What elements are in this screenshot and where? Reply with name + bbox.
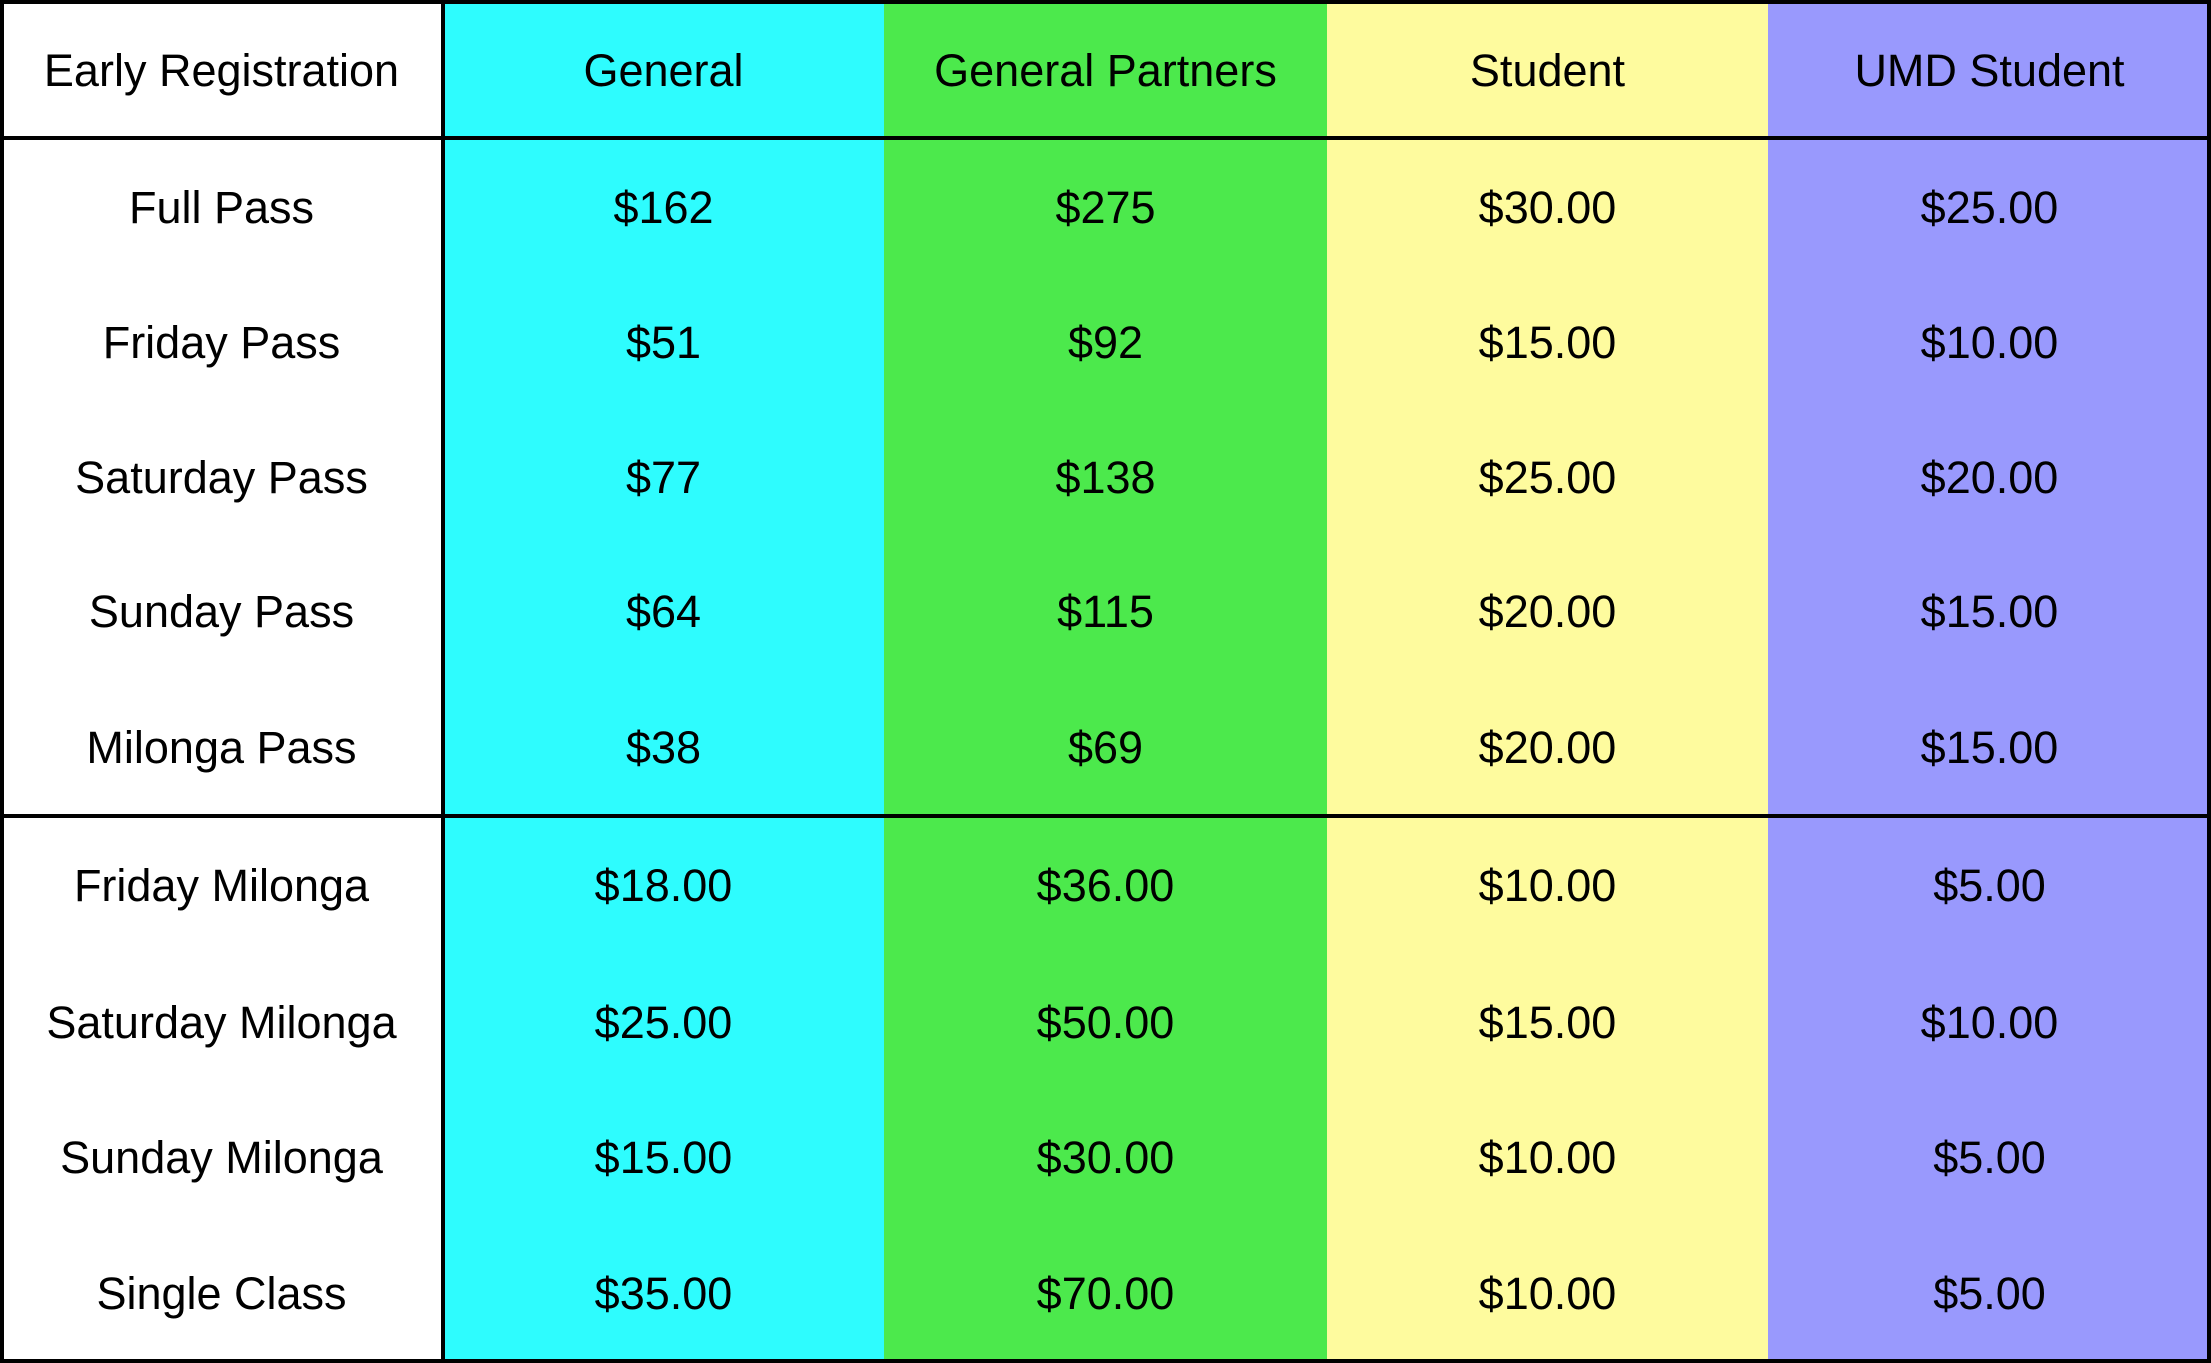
row-label: Full Pass — [128, 182, 315, 233]
column-student: Student $30.00 $15.00 $25.00 $20.00 $20.… — [1327, 0, 1768, 1363]
label-column: Early Registration Full Pass Friday Pass… — [0, 0, 443, 1363]
price-cell: $25.00 — [594, 996, 733, 1048]
row-label: Friday Milonga — [73, 859, 370, 911]
header-corner: Early Registration — [43, 44, 400, 96]
price-cell: $275 — [1055, 182, 1156, 233]
price-cell: $20.00 — [1478, 586, 1617, 637]
price-cell: $35.00 — [594, 1268, 733, 1319]
column-header: UMD Student — [1854, 44, 2125, 96]
column-header: General Partners — [934, 44, 1277, 96]
row-label: Saturday Pass — [75, 452, 368, 503]
price-cell: $15.00 — [1478, 996, 1617, 1048]
price-cell: $69 — [1067, 721, 1144, 773]
price-cell: $15.00 — [1478, 317, 1617, 368]
price-cell: $5.00 — [1933, 1268, 2046, 1319]
price-cell: $5.00 — [1933, 859, 2046, 911]
price-cell: $10.00 — [1920, 317, 2059, 368]
price-cell: $10.00 — [1478, 1268, 1617, 1319]
price-cell: $36.00 — [1036, 859, 1175, 911]
row-label: Sunday Milonga — [60, 1131, 383, 1183]
right-border — [2207, 0, 2211, 1363]
price-cell: $50.00 — [1036, 996, 1175, 1048]
column-header: Student — [1469, 44, 1626, 96]
price-cell: $18.00 — [594, 859, 733, 911]
price-cell: $51 — [625, 317, 702, 368]
price-cell: $115 — [1057, 586, 1154, 637]
price-cell: $38 — [625, 721, 702, 773]
section-divider — [0, 814, 2211, 818]
price-cell: $5.00 — [1933, 1131, 2046, 1183]
price-cell: $64 — [625, 586, 702, 637]
price-cell: $20.00 — [1920, 452, 2059, 503]
price-cell: $92 — [1067, 317, 1144, 368]
price-cell: $10.00 — [1920, 996, 2059, 1048]
price-cell: $70.00 — [1036, 1268, 1175, 1319]
row-label: Milonga Pass — [86, 721, 357, 773]
top-border — [0, 0, 2211, 4]
price-cell: $25.00 — [1478, 452, 1617, 503]
price-cell: $138 — [1055, 452, 1156, 503]
label-column-divider — [441, 0, 445, 1363]
price-cell: $30.00 — [1036, 1131, 1175, 1183]
column-umd-student: UMD Student $25.00 $10.00 $20.00 $15.00 … — [1768, 0, 2211, 1363]
column-general-partners: General Partners $275 $92 $138 $115 $69 … — [884, 0, 1327, 1363]
bottom-border — [0, 1359, 2211, 1363]
price-cell: $15.00 — [1920, 721, 2059, 773]
price-cell: $10.00 — [1478, 859, 1617, 911]
row-label: Saturday Milonga — [46, 996, 397, 1048]
price-cell: $162 — [613, 182, 714, 233]
price-cell: $30.00 — [1478, 182, 1617, 233]
row-label: Friday Pass — [102, 317, 341, 368]
row-label: Sunday Pass — [88, 586, 355, 637]
price-cell: $25.00 — [1920, 182, 2059, 233]
row-label: Single Class — [96, 1268, 347, 1319]
price-cell: $10.00 — [1478, 1131, 1617, 1183]
header-divider — [0, 136, 2211, 140]
price-cell: $20.00 — [1478, 721, 1617, 773]
price-cell: $15.00 — [594, 1131, 733, 1183]
price-cell: $77 — [625, 452, 702, 503]
price-cell: $15.00 — [1920, 586, 2059, 637]
column-general: General $162 $51 $77 $64 $38 $18.00 $25.… — [443, 0, 884, 1363]
left-border — [0, 0, 4, 1363]
column-header: General — [583, 44, 744, 96]
